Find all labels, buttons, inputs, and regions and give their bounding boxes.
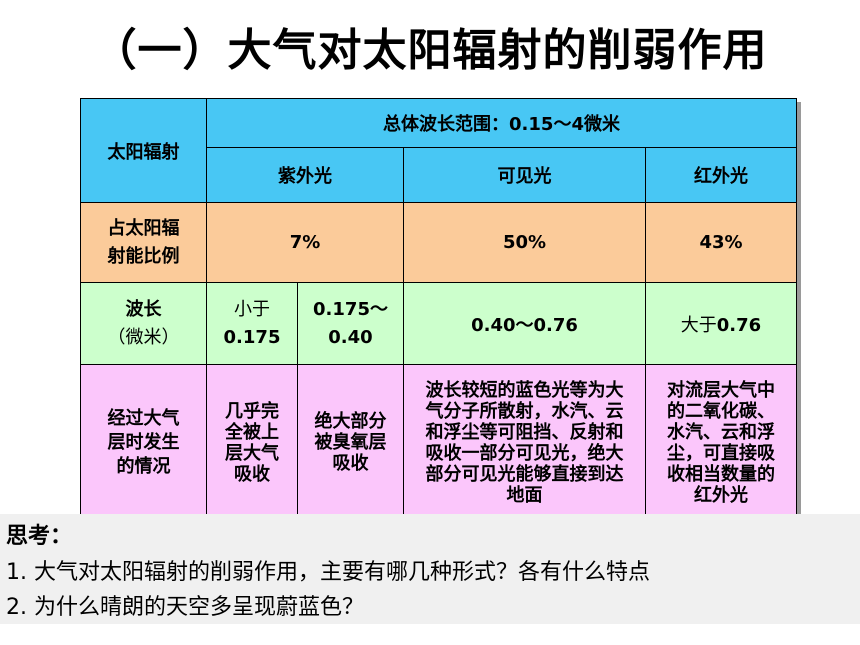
- desc-line: 绝大部分: [314, 411, 387, 432]
- desc-line: 全被上: [225, 421, 279, 443]
- desc-line: 收相当数量的: [667, 463, 775, 485]
- uv-header: 紫外光: [206, 147, 404, 203]
- uv-b-wavelength-line2: 0.40: [328, 326, 373, 348]
- uv-c-wavelength-line1: 小于: [234, 298, 270, 320]
- uv-c-wavelength: 小于 0.175: [206, 282, 298, 365]
- desc-line: 部分可见光能够直接到达: [425, 463, 624, 485]
- uv-b-process: 绝大部分 被臭氧层 吸收: [297, 364, 404, 521]
- page-title: （一）大气对太阳辐射的削弱作用: [92, 25, 768, 76]
- desc-line: 吸收: [332, 453, 369, 474]
- wavelength-range-header: 总体波长范围：0.15～4微米: [206, 98, 797, 148]
- think-label: 思考：: [6, 524, 73, 549]
- proportion-row-label: 占太阳辐 射能比例: [80, 202, 207, 283]
- ir-wavelength-prefix: 大于: [680, 314, 717, 336]
- ir-header: 红外光: [645, 147, 797, 203]
- uv-c-process: 几乎完 全被上 层大气 吸收: [206, 364, 298, 521]
- ir-wavelength: 大于0.76: [645, 282, 797, 365]
- visible-wavelength: 0.40～0.76: [403, 282, 646, 365]
- desc-line: 气分子所散射，水汽、云: [425, 400, 624, 422]
- corner-header: 太阳辐射: [80, 98, 207, 203]
- proportion-label-line1: 占太阳辐: [107, 217, 180, 239]
- desc-line: 和浮尘等可阻挡、反射和: [425, 421, 624, 443]
- desc-line: 对流层大气中: [667, 379, 775, 401]
- process-label-line1: 经过大气: [107, 407, 180, 429]
- question-2: 2. 为什么晴朗的天空多呈现蔚蓝色？: [6, 595, 364, 620]
- question-1: 1. 大气对太阳辐射的削弱作用，主要有哪几种形式？各有什么特点: [6, 560, 650, 585]
- desc-line: 红外光: [694, 484, 748, 506]
- uv-b-wavelength-line1: 0.175～: [313, 298, 388, 320]
- desc-line: 地面: [506, 484, 543, 506]
- desc-line: 吸收一部分可见光，绝大: [425, 442, 624, 464]
- desc-line: 尘，可直接吸: [667, 442, 775, 464]
- ir-process: 对流层大气中 的二氧化碳、 水汽、云和浮 尘，可直接吸 收相当数量的 红外光: [645, 364, 797, 521]
- process-label-line3: 的情况: [116, 455, 171, 477]
- desc-line: 被臭氧层: [314, 432, 387, 453]
- proportion-label-line2: 射能比例: [107, 245, 180, 267]
- ir-proportion: 43%: [645, 202, 797, 283]
- visible-proportion: 50%: [403, 202, 646, 283]
- desc-line: 几乎完: [225, 400, 279, 422]
- wavelength-label-line1: 波长: [125, 298, 162, 320]
- uv-c-wavelength-line2: 0.175: [223, 326, 281, 348]
- desc-line: 水汽、云和浮: [667, 421, 775, 443]
- desc-line: 的二氧化碳、: [667, 400, 775, 422]
- uv-b-wavelength: 0.175～ 0.40: [297, 282, 404, 365]
- desc-line: 波长较短的蓝色光等为大: [425, 379, 624, 401]
- ir-wavelength-value: 0.76: [716, 314, 762, 336]
- process-label-line2: 层时发生: [107, 431, 180, 453]
- visible-header: 可见光: [403, 147, 646, 203]
- uv-proportion: 7%: [206, 202, 404, 283]
- process-row-label: 经过大气 层时发生 的情况: [80, 364, 207, 521]
- wavelength-row-label: 波长 （微米）: [80, 282, 207, 365]
- wavelength-label-line2: （微米）: [107, 326, 180, 348]
- think-questions-panel: 思考： 1. 大气对太阳辐射的削弱作用，主要有哪几种形式？各有什么特点 2. 为…: [0, 514, 860, 624]
- desc-line: 层大气: [225, 442, 279, 464]
- solar-radiation-table: 太阳辐射 总体波长范围：0.15～4微米 紫外光 可见光 红外光 占太阳辐 射能…: [80, 98, 797, 521]
- visible-process: 波长较短的蓝色光等为大 气分子所散射，水汽、云 和浮尘等可阻挡、反射和 吸收一部…: [403, 364, 646, 521]
- desc-line: 吸收: [234, 463, 270, 485]
